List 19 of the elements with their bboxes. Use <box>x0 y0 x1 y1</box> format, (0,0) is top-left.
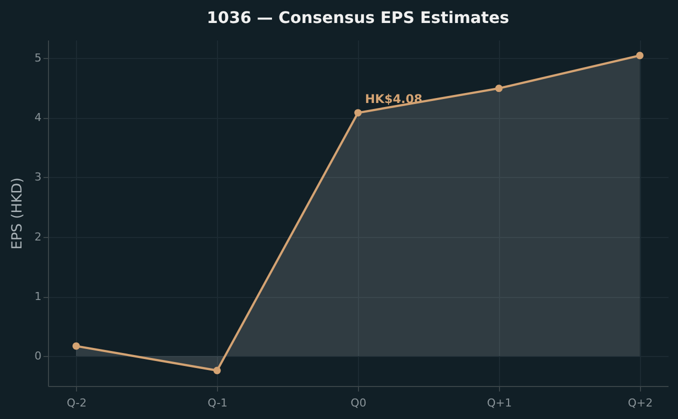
y-tick-label: 1 <box>34 290 42 304</box>
x-tick-label: Q-1 <box>208 396 228 410</box>
x-tick-label: Q-2 <box>66 396 87 410</box>
x-tick-label: Q+1 <box>486 396 512 410</box>
y-tick-label: 2 <box>34 230 42 244</box>
y-axis-title: EPS (HKD) <box>10 177 26 250</box>
x-tick-label: Q0 <box>350 396 366 410</box>
chart-title: 1036 — Consensus EPS Estimates <box>206 8 510 27</box>
point <box>354 109 362 116</box>
annotation: HK$4.08 <box>365 92 422 106</box>
y-tick-label: 0 <box>34 350 42 363</box>
point <box>636 52 644 60</box>
y-tick-label: 5 <box>34 51 42 64</box>
point <box>72 342 80 350</box>
y-tick-label: 4 <box>34 111 42 124</box>
point <box>213 366 221 374</box>
y-tick-label: 3 <box>34 170 42 184</box>
x-tick-label: Q+2 <box>628 396 653 410</box>
point <box>495 84 503 92</box>
